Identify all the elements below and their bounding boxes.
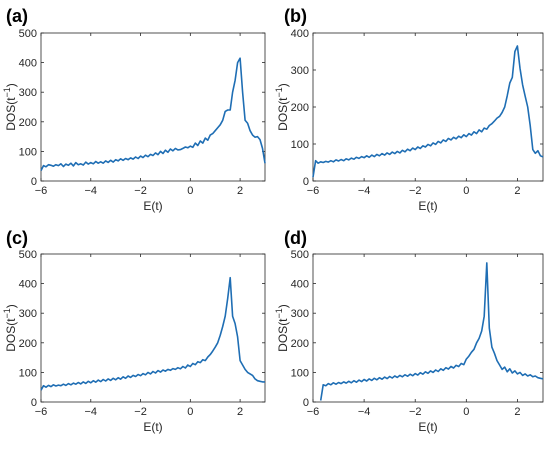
chart-panel: (b) −6 −4 −2 0 2 0 100 200 300 400 E(t) DOS(t−1) (274, 6, 544, 213)
y-axis-label: DOS(t−1) (2, 83, 18, 131)
y-axis-label: DOS(t−1) (2, 304, 18, 352)
x-tick-label: 0 (187, 185, 193, 197)
y-tick-label: 100 (19, 146, 37, 158)
x-tick-label: −4 (358, 406, 371, 418)
y-axis-label-close: ) (4, 304, 18, 308)
y-tick-label: 200 (19, 338, 37, 350)
y-axis-label-main: DOS(t (4, 97, 18, 131)
y-tick-label: 500 (291, 249, 309, 261)
y-tick-label: 500 (19, 249, 37, 261)
x-tick-label: 2 (514, 406, 520, 418)
x-tick-label: −2 (134, 406, 147, 418)
y-tick-label: 400 (19, 279, 37, 291)
y-axis-label-close: ) (276, 304, 290, 308)
y-tick-label: 200 (19, 117, 37, 129)
panel-label: (c) (6, 228, 28, 248)
y-tick-label: 0 (31, 397, 37, 409)
y-tick-label: 400 (291, 279, 309, 291)
y-axis-label-superscript: −1 (274, 87, 284, 97)
panel-label: (d) (284, 228, 307, 248)
y-tick-label: 200 (291, 338, 309, 350)
axes-frame (40, 32, 266, 182)
x-tick-label: −6 (307, 406, 320, 418)
dos-series-line (40, 276, 265, 391)
chart-panel: (c) −6 −4 −2 0 2 0 100 200 300 400 500 E(t) DOS(t−1) (2, 228, 266, 434)
y-axis-label-superscript: −1 (2, 87, 12, 97)
x-tick-label: 2 (237, 185, 243, 197)
x-tick-label: −6 (307, 185, 320, 197)
y-axis-label-superscript: −1 (2, 308, 12, 318)
y-tick-label: 0 (303, 397, 309, 409)
y-tick-label: 0 (303, 176, 309, 188)
x-tick-label: −4 (85, 406, 98, 418)
dos-series-line (40, 57, 266, 171)
x-tick-label: 0 (463, 185, 469, 197)
chart-panel: (d) −6 −4 −2 0 2 0 100 200 300 400 500 E(t) DOS(t−1) (274, 228, 544, 434)
y-axis-label-close: ) (4, 83, 18, 87)
y-tick-label: 300 (19, 308, 37, 320)
x-tick-label: 2 (514, 185, 520, 197)
x-tick-label: −6 (35, 406, 48, 418)
panel-label: (a) (6, 6, 28, 26)
y-axis-label-superscript: −1 (274, 308, 284, 318)
y-axis-label-close: ) (276, 83, 290, 87)
panel-label: (b) (284, 6, 307, 26)
y-axis-label-main: DOS(t (4, 318, 18, 352)
y-tick-label: 300 (291, 65, 309, 77)
x-axis-label: E(t) (418, 199, 437, 213)
y-axis-label-main: DOS(t (276, 97, 290, 131)
y-tick-label: 100 (291, 139, 309, 151)
x-axis-label: E(t) (143, 199, 162, 213)
y-axis-label: DOS(t−1) (274, 83, 290, 131)
y-tick-label: 300 (291, 308, 309, 320)
x-tick-label: −2 (134, 185, 147, 197)
x-axis-label: E(t) (143, 420, 162, 434)
y-tick-label: 300 (19, 87, 37, 99)
y-tick-label: 0 (31, 176, 37, 188)
y-axis-label: DOS(t−1) (274, 304, 290, 352)
x-tick-label: −2 (409, 185, 422, 197)
y-tick-label: 400 (291, 28, 309, 40)
y-tick-label: 500 (19, 28, 37, 40)
x-tick-label: 0 (187, 406, 193, 418)
x-tick-label: 2 (237, 406, 243, 418)
chart-panel: (a) −6 −4 −2 0 2 0 100 200 300 400 500 E(t) DOS(t−1) (2, 6, 266, 213)
axes-frame (40, 253, 266, 403)
x-tick-label: 0 (463, 406, 469, 418)
y-tick-label: 400 (19, 58, 37, 70)
x-tick-label: −4 (358, 185, 371, 197)
x-tick-label: −2 (409, 406, 422, 418)
dos-series-line (319, 262, 544, 401)
y-tick-label: 200 (291, 102, 309, 114)
y-axis-label-main: DOS(t (276, 318, 290, 352)
x-tick-label: −4 (85, 185, 98, 197)
axes-frame (312, 253, 544, 403)
y-tick-label: 100 (291, 367, 309, 379)
x-tick-label: −6 (35, 185, 48, 197)
y-tick-label: 100 (19, 367, 37, 379)
x-axis-label: E(t) (418, 420, 437, 434)
dos-series-line (312, 45, 544, 178)
